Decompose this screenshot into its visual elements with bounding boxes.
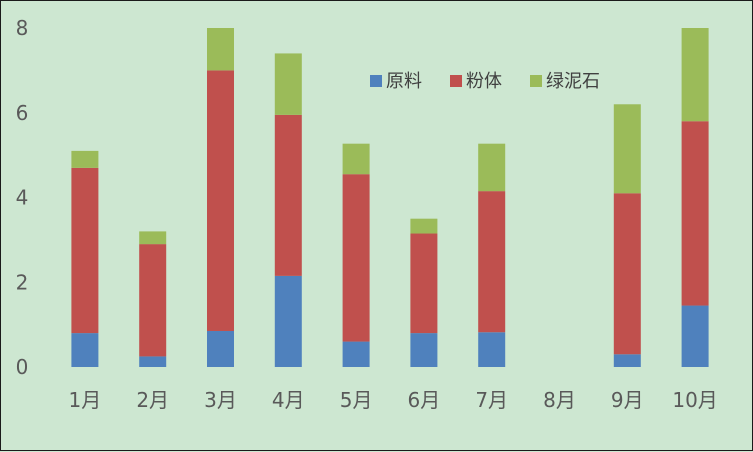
bar-segment-10月-原料 [681, 305, 709, 367]
bar-segment-1月-原料 [71, 333, 99, 367]
legend-label: 绿泥石 [546, 71, 600, 92]
bar-segment-5月-原料 [342, 341, 370, 367]
legend-label: 原料 [386, 71, 422, 92]
x-axis: 1月 2月 3月 4月 5月 6月 7月 8月 9月 10月 [69, 388, 718, 412]
bars [71, 28, 709, 367]
y-tick-label: 4 [16, 186, 29, 210]
y-tick-label: 8 [16, 16, 29, 40]
bar-segment-4月-粉体 [274, 114, 302, 276]
legend-label: 粉体 [466, 71, 502, 92]
legend: 原料 粉体 绿泥石 [370, 71, 600, 92]
y-axis: 0 2 4 6 8 [16, 16, 29, 379]
bar-segment-9月-绿泥石 [613, 104, 641, 194]
x-tick-label: 1月 [69, 388, 102, 412]
legend-swatch-粉体 [450, 75, 462, 87]
x-tick-label: 7月 [475, 388, 508, 412]
bar-segment-3月-粉体 [207, 70, 234, 331]
y-tick-label: 2 [16, 270, 29, 294]
bar-segment-9月-原料 [613, 354, 641, 367]
y-tick-label: 6 [16, 101, 29, 125]
x-tick-label: 6月 [408, 388, 441, 412]
bar-segment-1月-绿泥石 [71, 150, 99, 168]
y-tick-label: 0 [16, 355, 29, 379]
bar-segment-6月-原料 [410, 333, 438, 367]
x-tick-label: 4月 [272, 388, 305, 412]
legend-swatch-原料 [370, 75, 382, 87]
x-tick-label: 3月 [204, 388, 237, 412]
bar-segment-5月-绿泥石 [342, 143, 370, 175]
x-tick-label: 9月 [611, 388, 644, 412]
bar-segment-6月-粉体 [410, 233, 438, 334]
x-tick-label: 2月 [136, 388, 169, 412]
x-tick-label: 8月 [543, 388, 576, 412]
bar-segment-7月-粉体 [478, 191, 506, 333]
bar-segment-4月-原料 [274, 275, 302, 367]
bar-segment-7月-绿泥石 [478, 143, 506, 192]
bar-segment-7月-原料 [478, 332, 506, 367]
bar-segment-2月-绿泥石 [139, 231, 167, 245]
bar-segment-10月-粉体 [681, 121, 709, 306]
bar-segment-9月-粉体 [613, 193, 641, 355]
x-tick-label: 5月 [340, 388, 373, 412]
bar-segment-3月-绿泥石 [207, 28, 234, 71]
bar-segment-1月-粉体 [71, 167, 99, 334]
bar-segment-10月-绿泥石 [681, 28, 709, 122]
bar-segment-5月-粉体 [342, 174, 370, 342]
x-tick-label: 10月 [672, 388, 717, 412]
bar-segment-3月-原料 [207, 330, 234, 367]
bar-segment-4月-绿泥石 [274, 53, 302, 115]
bar-segment-6月-绿泥石 [410, 218, 438, 234]
bar-segment-2月-原料 [139, 356, 167, 367]
bar-segment-2月-粉体 [139, 244, 167, 357]
legend-swatch-绿泥石 [530, 75, 542, 87]
